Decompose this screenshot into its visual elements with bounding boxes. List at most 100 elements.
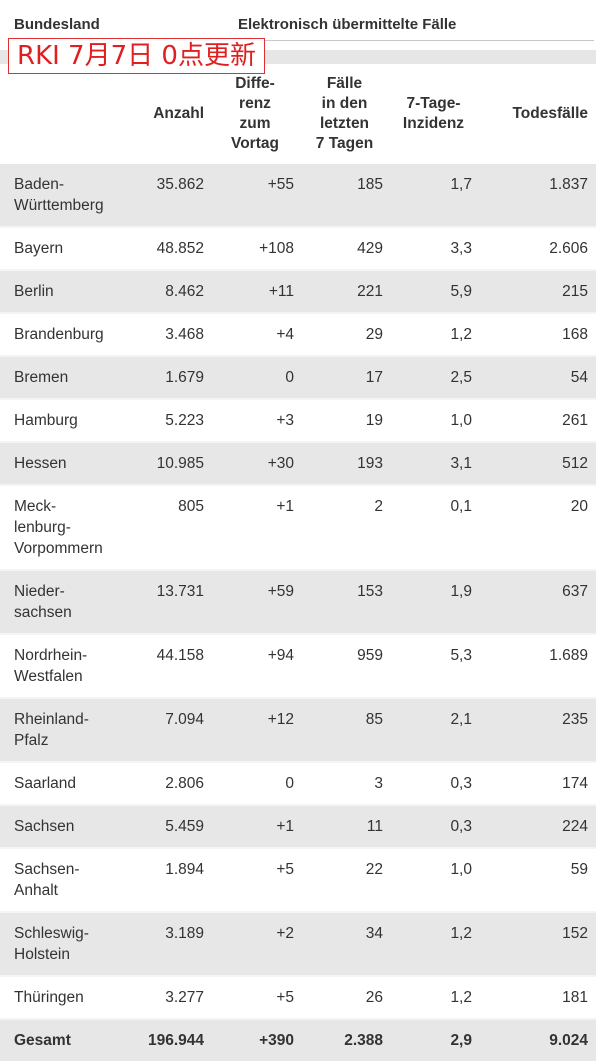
total-inzidenz-cell-text: 2,9: [450, 1032, 472, 1049]
inzidenz-cell-text: 0,3: [450, 775, 472, 792]
faelle-7-tage-cell: 85: [300, 698, 389, 763]
differenz-cell-text: +1: [276, 498, 294, 515]
inzidenz-cell: 2,5: [389, 356, 478, 400]
anzahl-cell-text: 1.894: [165, 861, 204, 878]
inzidenz-cell-text: 1,2: [450, 989, 472, 1006]
group-divider: [228, 40, 594, 41]
faelle-7-tage-cell-text: 193: [357, 455, 383, 472]
anzahl-cell-text: 3.277: [165, 989, 204, 1006]
differenz-cell: +3: [210, 399, 300, 443]
anzahl-cell: 5.459: [128, 805, 210, 849]
column-header-bundesland: [0, 64, 128, 164]
anzahl-cell-text: 48.852: [156, 240, 204, 257]
state-name-text: Sachsen: [14, 818, 75, 835]
column-header-differenz: Diffe- renz zum Vortag: [231, 75, 279, 152]
table-row: Hamburg 5.223 +3 19 1,0 261: [0, 399, 596, 443]
table-row: Nieder- sachsen 13.731 +59 153 1,9 637: [0, 570, 596, 635]
total-anzahl-cell: 196.944: [128, 1018, 210, 1061]
inzidenz-cell-text: 2,1: [450, 711, 472, 728]
state-name-text: Bremen: [14, 369, 69, 386]
faelle-7-tage-cell: 959: [300, 634, 389, 699]
inzidenz-cell: 1,0: [389, 848, 478, 913]
inzidenz-cell-text: 5,3: [450, 647, 472, 664]
differenz-cell: +5: [210, 976, 300, 1020]
state-name-text: Nordrhein- Westfalen: [14, 647, 88, 685]
differenz-cell-text: +2: [276, 925, 294, 942]
inzidenz-cell-text: 5,9: [450, 283, 472, 300]
todesfaelle-cell-text: 174: [562, 775, 588, 792]
state-name: Hessen: [0, 442, 128, 486]
faelle-7-tage-cell-text: 34: [365, 925, 383, 942]
faelle-7-tage-cell-text: 29: [365, 326, 383, 343]
anzahl-cell-text: 7.094: [165, 711, 204, 728]
state-name: Bayern: [0, 227, 128, 271]
table-row: Berlin 8.462 +11 221 5,9 215: [0, 270, 596, 314]
faelle-7-tage-cell-text: 11: [366, 818, 383, 835]
anzahl-cell: 8.462: [128, 270, 210, 314]
table-row: Bremen 1.679 0 17 2,5 54: [0, 356, 596, 400]
anzahl-cell: 35.862: [128, 164, 210, 228]
todesfaelle-cell: 215: [478, 270, 596, 314]
differenz-cell-text: +5: [276, 861, 294, 878]
total-differenz-cell: +390: [210, 1018, 300, 1061]
inzidenz-cell: 1,9: [389, 570, 478, 635]
inzidenz-cell: 1,2: [389, 976, 478, 1020]
column-header-row: Anzahl Diffe- renz zum Vortag Fälle in d…: [0, 64, 596, 164]
differenz-cell: +12: [210, 698, 300, 763]
table-row: Brandenburg 3.468 +4 29 1,2 168: [0, 313, 596, 357]
inzidenz-cell: 0,3: [389, 762, 478, 806]
total-inzidenz-cell: 2,9: [389, 1018, 478, 1061]
anzahl-cell-text: 3.189: [165, 925, 204, 942]
todesfaelle-cell-text: 59: [570, 861, 588, 878]
todesfaelle-cell-text: 215: [562, 283, 588, 300]
todesfaelle-cell: 1.837: [478, 164, 596, 228]
faelle-7-tage-cell: 34: [300, 912, 389, 977]
total-faelle-7-tage-cell: 2.388: [300, 1018, 389, 1061]
todesfaelle-cell-text: 224: [562, 818, 588, 835]
column-header-anzahl: Anzahl: [153, 105, 204, 122]
table-row: Hessen 10.985 +30 193 3,1 512: [0, 442, 596, 486]
table-row: Baden- Württemberg 35.862 +55 185 1,7 1.837: [0, 164, 596, 228]
table-row: Saarland 2.806 0 3 0,3 174: [0, 762, 596, 806]
todesfaelle-cell: 20: [478, 485, 596, 571]
todesfaelle-cell: 152: [478, 912, 596, 977]
table-row: Thüringen 3.277 +5 26 1,2 181: [0, 976, 596, 1020]
todesfaelle-cell-text: 261: [562, 412, 588, 429]
anzahl-cell: 10.985: [128, 442, 210, 486]
faelle-7-tage-cell: 17: [300, 356, 389, 400]
column-header-inzidenz: 7-Tage- Inzidenz: [402, 95, 465, 132]
todesfaelle-cell-text: 168: [562, 326, 588, 343]
todesfaelle-cell: 59: [478, 848, 596, 913]
state-name-text: Schleswig- Holstein: [14, 925, 89, 963]
todesfaelle-cell-text: 1.837: [549, 176, 588, 193]
inzidenz-cell-text: 1,2: [450, 326, 472, 343]
faelle-7-tage-cell-text: 85: [365, 711, 383, 728]
differenz-cell: +94: [210, 634, 300, 699]
state-name: Meck- lenburg- Vorpommern: [0, 485, 128, 571]
state-name: Brandenburg: [0, 313, 128, 357]
faelle-7-tage-cell-text: 26: [365, 989, 383, 1006]
anzahl-cell-text: 10.985: [156, 455, 204, 472]
inzidenz-cell-text: 1,0: [450, 861, 472, 878]
inzidenz-cell-text: 0,3: [450, 818, 472, 835]
differenz-cell: +11: [210, 270, 300, 314]
inzidenz-cell: 1,0: [389, 399, 478, 443]
inzidenz-cell-text: 3,1: [450, 455, 472, 472]
table-body: Baden- Württemberg 35.862 +55 185 1,7 1.837 Ba…: [0, 164, 596, 1061]
inzidenz-cell: 3,1: [389, 442, 478, 486]
differenz-cell: +59: [210, 570, 300, 635]
inzidenz-cell: 3,3: [389, 227, 478, 271]
differenz-cell-text: +12: [267, 711, 294, 728]
differenz-cell: +1: [210, 485, 300, 571]
table-row: Meck- lenburg- Vorpommern 805 +1 2 0,1 20: [0, 485, 596, 571]
table-row: Rheinland- Pfalz 7.094 +12 85 2,1 235: [0, 698, 596, 763]
faelle-7-tage-cell-text: 2: [374, 498, 383, 515]
inzidenz-cell-text: 1,2: [450, 925, 472, 942]
state-name-text: Saarland: [14, 775, 77, 792]
total-state-name-text: Gesamt: [14, 1032, 71, 1049]
differenz-cell: +108: [210, 227, 300, 271]
todesfaelle-cell: 54: [478, 356, 596, 400]
group-header: Elektronisch übermittelte Fälle: [238, 16, 457, 33]
todesfaelle-cell: 261: [478, 399, 596, 443]
faelle-7-tage-cell: 22: [300, 848, 389, 913]
